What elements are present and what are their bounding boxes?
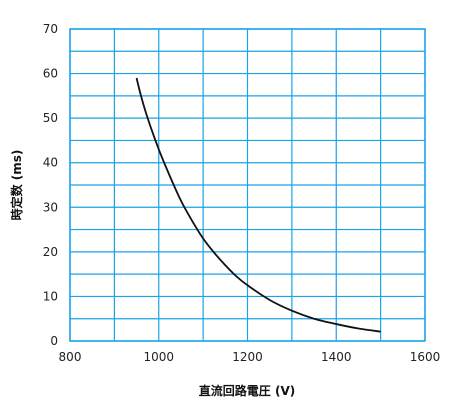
- plot-frame: [69, 28, 426, 342]
- y-tick-label: 10: [43, 289, 58, 303]
- x-tick-label: 1400: [321, 350, 352, 364]
- y-tick-label: 50: [43, 111, 58, 125]
- y-axis-title: 時定数 (ms): [9, 150, 24, 221]
- x-axis-title: 直流回路電圧 (V): [199, 383, 295, 398]
- y-tick-label: 60: [43, 67, 58, 81]
- y-tick-labels: 0 10 20 30 40 50 60 70: [43, 22, 58, 348]
- x-tick-label: 1600: [410, 350, 441, 364]
- x-tick-label: 1200: [232, 350, 263, 364]
- y-tick-label: 30: [43, 200, 58, 214]
- x-tick-label: 1000: [143, 350, 174, 364]
- y-tick-label: 20: [43, 245, 58, 259]
- series-line: [135, 77, 381, 333]
- y-tick-label: 0: [50, 334, 58, 348]
- y-tick-label: 40: [43, 156, 58, 170]
- x-tick-labels: 800 1000 1200 1400 1600: [59, 350, 441, 364]
- y-tick-label: 70: [43, 22, 58, 36]
- horizontal-gridlines: [70, 28, 425, 342]
- x-tick-label: 800: [59, 350, 82, 364]
